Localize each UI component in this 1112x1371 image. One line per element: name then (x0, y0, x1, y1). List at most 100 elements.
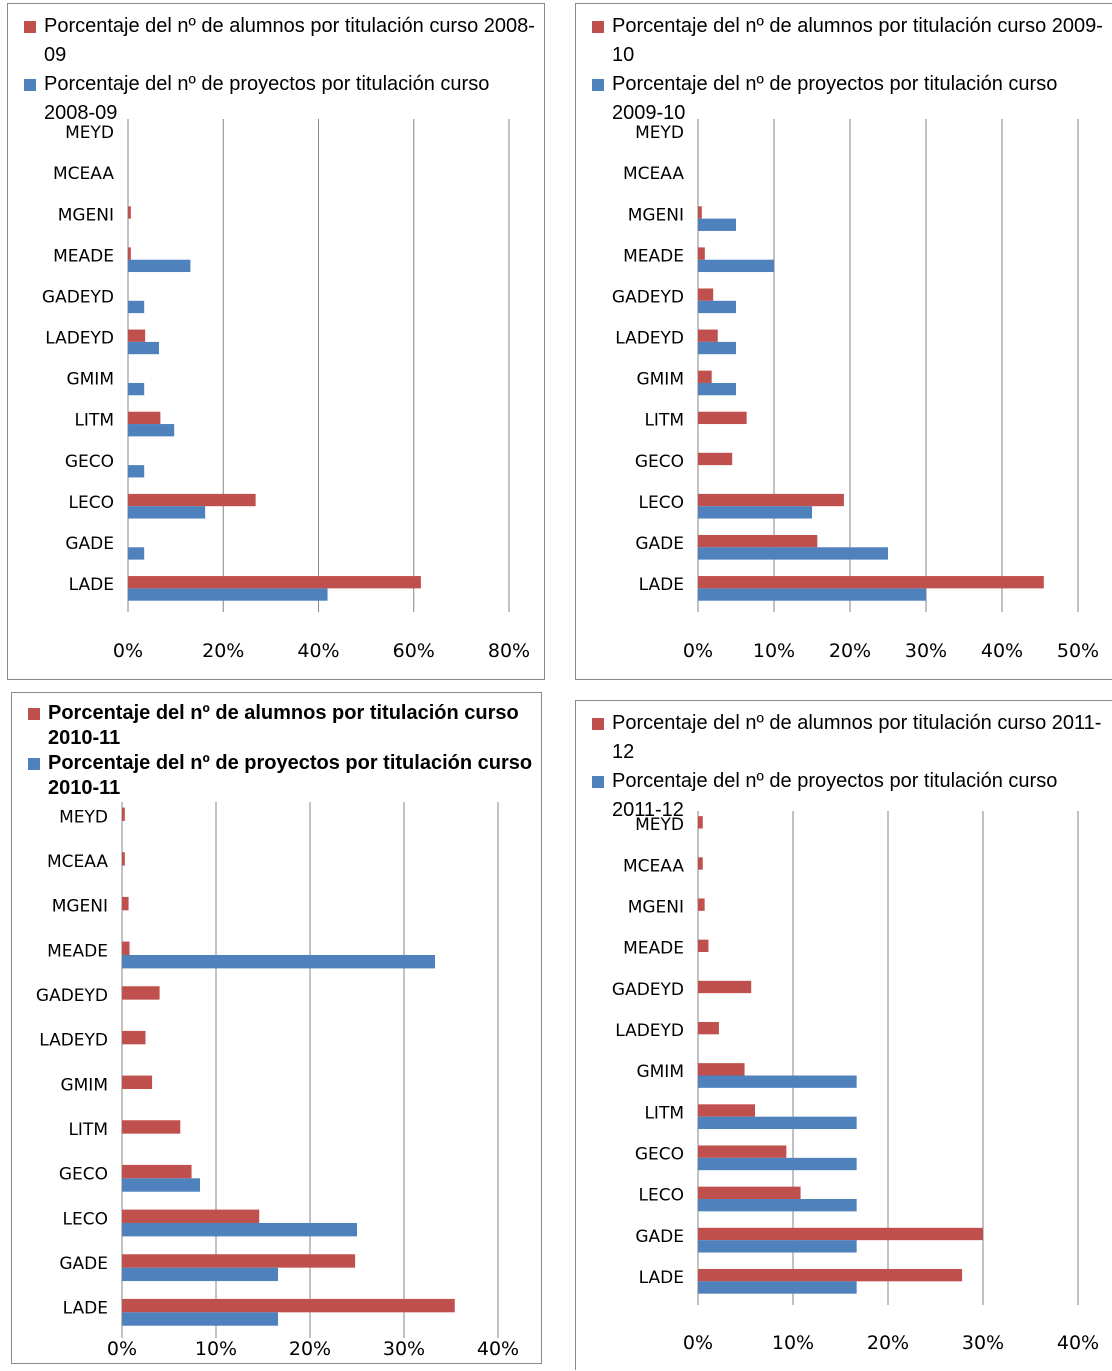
chart-panel-2011-12: Porcentaje del nº de alumnos por titulac… (575, 700, 1112, 1370)
bar-alumnos (698, 1268, 963, 1282)
legend-label-alumnos: Porcentaje del nº de alumnos por titulac… (48, 702, 519, 749)
bar-proyectos (698, 300, 736, 314)
bar-alumnos (698, 534, 818, 548)
x-tick-label: 0% (107, 1338, 137, 1360)
x-tick-label: 40% (1057, 1332, 1099, 1354)
bar-alumnos (698, 1063, 745, 1076)
category-label: LITM (68, 1120, 108, 1140)
bar-proyectos (122, 954, 436, 969)
bar-proyectos (698, 341, 736, 355)
bar-proyectos (128, 506, 206, 519)
category-label: LADE (69, 575, 114, 595)
chart-legend: Porcentaje del nº de alumnos por titulac… (592, 12, 1112, 128)
chart-panel-2010-11: Porcentaje del nº de alumnos por titulac… (11, 692, 542, 1364)
category-label: LECO (639, 493, 684, 513)
bar-alumnos (122, 1164, 192, 1179)
chart-legend: Porcentaje del nº de alumnos por titulac… (28, 701, 548, 801)
chart-legend: Porcentaje del nº de alumnos por titulac… (24, 12, 544, 128)
legend-label-proyectos: Porcentaje del nº de proyectos por titul… (612, 73, 1058, 124)
category-label: LECO (63, 1209, 108, 1229)
legend-label-alumnos: Porcentaje del nº de alumnos por titulac… (44, 15, 535, 66)
bar-alumnos (122, 852, 125, 866)
category-label: LADEYD (615, 329, 684, 349)
bar-alumnos (698, 857, 703, 870)
bar-alumnos (698, 288, 714, 301)
x-tick-label: 0% (683, 640, 713, 662)
category-label: GADEYD (36, 986, 108, 1006)
legend-item-proyectos: Porcentaje del nº de proyectos por titul… (592, 767, 1112, 825)
x-tick-label: 10% (772, 1332, 814, 1354)
category-label: GADE (635, 534, 684, 554)
bar-alumnos (128, 493, 256, 507)
category-label: MEYD (65, 123, 114, 143)
bar-alumnos (698, 493, 844, 507)
bar-proyectos (122, 1312, 279, 1326)
legend-item-alumnos: Porcentaje del nº de alumnos por titulac… (24, 12, 544, 70)
legend-swatch-alumnos (28, 708, 40, 720)
x-tick-label: 30% (962, 1332, 1004, 1354)
x-tick-label: 80% (488, 640, 530, 662)
category-label: LITM (644, 411, 684, 431)
bar-alumnos (128, 329, 146, 342)
category-label: LADEYD (615, 1021, 684, 1041)
category-label: LITM (644, 1103, 684, 1123)
category-label: GECO (59, 1165, 108, 1185)
x-tick-label: 20% (202, 640, 244, 662)
category-label: MGENI (58, 205, 114, 225)
category-label: LADE (63, 1299, 108, 1319)
legend-swatch-alumnos (592, 718, 604, 730)
category-label: MEYD (635, 123, 684, 143)
bar-proyectos (698, 506, 812, 519)
bar-alumnos (698, 1021, 719, 1035)
bar-chart-2009-10: 0% 10% 20% 30% 40% 50% LADE GADE LECO GECO LITM GMI… (612, 119, 1099, 662)
bar-alumnos (122, 896, 129, 911)
bar-alumnos (122, 941, 130, 955)
bar-proyectos (128, 259, 191, 273)
category-label: GADE (59, 1254, 108, 1274)
bar-alumnos (698, 411, 747, 425)
category-label: LECO (639, 1186, 684, 1206)
bar-alumnos (698, 206, 702, 219)
category-label: MCEAA (53, 164, 114, 184)
x-tick-label: 0% (683, 1332, 713, 1354)
bar-alumnos (698, 1145, 787, 1158)
bar-proyectos (698, 1198, 857, 1212)
bar-proyectos (128, 465, 145, 478)
bar-alumnos (698, 980, 752, 994)
bar-alumnos (128, 247, 131, 260)
category-label: GMIM (636, 370, 684, 390)
legend-item-alumnos: Porcentaje del nº de alumnos por titulac… (28, 701, 548, 751)
bar-alumnos (698, 816, 703, 829)
category-label: GECO (635, 452, 684, 472)
bar-proyectos (698, 382, 736, 396)
bar-alumnos (698, 576, 1044, 589)
category-label: MGENI (52, 897, 108, 917)
bar-chart-2008-09: 0% 20% 40% 60% 80% LADE GADE LECO GECO LITM GMIM LA… (42, 119, 530, 662)
bar-chart-2010-11: 0% 10% 20% 30% 40% LADE GADE LECO GECO LITM GMIM LA… (36, 802, 519, 1360)
bar-proyectos (698, 1075, 857, 1088)
category-label: MEADE (47, 941, 108, 961)
x-tick-label: 10% (753, 640, 795, 662)
bar-proyectos (128, 382, 145, 396)
legend-item-proyectos: Porcentaje del nº de proyectos por titul… (28, 751, 548, 801)
x-tick-label: 20% (867, 1332, 909, 1354)
bar-alumnos (128, 206, 131, 219)
bar-proyectos (698, 1116, 857, 1130)
bar-alumnos (122, 1030, 146, 1045)
category-label: MEADE (623, 939, 684, 959)
category-label: LADE (639, 1268, 684, 1288)
legend-label-proyectos: Porcentaje del nº de proyectos por titul… (44, 73, 490, 124)
x-tick-label: 40% (477, 1338, 519, 1360)
bar-alumnos (698, 370, 712, 383)
bar-proyectos (128, 547, 145, 560)
bar-proyectos (128, 424, 175, 437)
bar-alumnos (128, 411, 161, 425)
category-label: MEYD (635, 815, 684, 835)
bar-alumnos (698, 247, 705, 260)
bar-alumnos (122, 1254, 356, 1268)
legend-swatch-proyectos (28, 758, 40, 770)
category-label: GADE (65, 534, 114, 554)
bar-alumnos (122, 1075, 153, 1089)
chart-legend: Porcentaje del nº de alumnos por titulac… (592, 709, 1112, 825)
legend-label-alumnos: Porcentaje del nº de alumnos por titulac… (612, 712, 1102, 763)
